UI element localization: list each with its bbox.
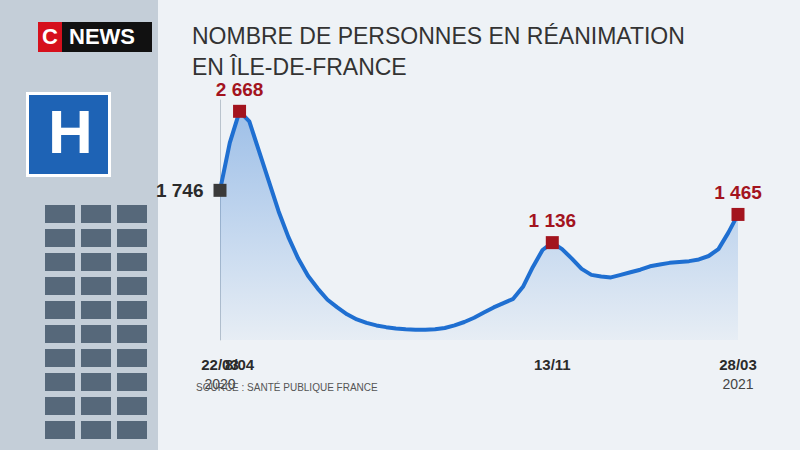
svg-text:C: C bbox=[42, 24, 58, 49]
svg-text:8/04: 8/04 bbox=[225, 356, 255, 373]
svg-text:NOMBRE DE PERSONNES EN RÉANIMA: NOMBRE DE PERSONNES EN RÉANIMATION bbox=[192, 23, 685, 49]
svg-text:22/03: 22/03 bbox=[201, 355, 239, 373]
svg-text:1 746: 1 746 bbox=[156, 180, 204, 201]
svg-text:NEWS: NEWS bbox=[69, 24, 135, 49]
svg-text:28/03: 28/03 bbox=[719, 356, 757, 373]
svg-text:H: H bbox=[48, 97, 93, 166]
svg-text:EN ÎLE-DE-FRANCE: EN ÎLE-DE-FRANCE bbox=[192, 54, 407, 80]
svg-text:SOURCE : SANTÉ PUBLIQUE FRANCE: SOURCE : SANTÉ PUBLIQUE FRANCE bbox=[196, 381, 378, 393]
svg-text:1 136: 1 136 bbox=[529, 210, 577, 231]
svg-text:2021: 2021 bbox=[722, 376, 753, 392]
svg-text:2 668: 2 668 bbox=[216, 79, 264, 100]
svg-text:1 465: 1 465 bbox=[714, 182, 762, 203]
svg-text:13/11: 13/11 bbox=[534, 356, 571, 373]
